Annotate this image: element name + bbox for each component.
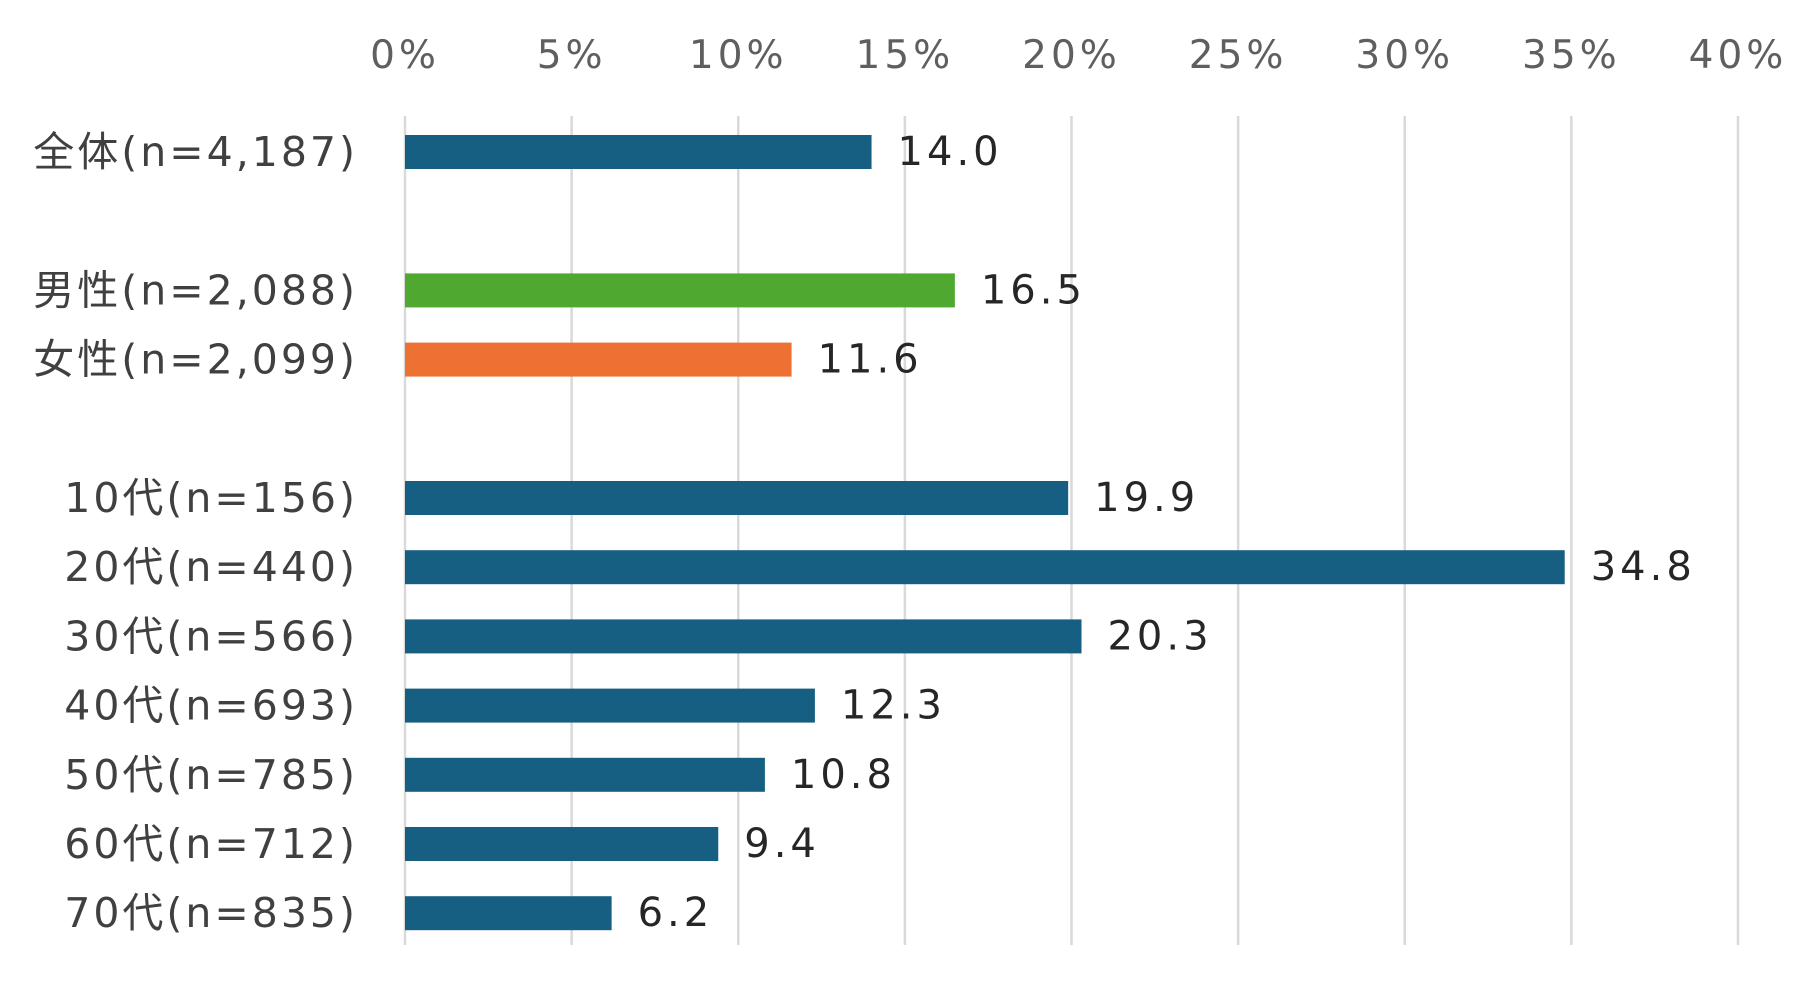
bars (405, 135, 1565, 931)
bar (405, 827, 719, 861)
bar (405, 757, 765, 792)
bar (405, 619, 1082, 654)
data-label: 16.5 (981, 267, 1086, 313)
data-label: 10.8 (791, 752, 896, 798)
data-label: 20.3 (1107, 613, 1212, 659)
category-label: 50代(n=785) (64, 751, 358, 799)
category-label: 全体(n=4,187) (33, 128, 358, 176)
gridlines (403, 116, 1740, 945)
x-tick-label: 5% (537, 33, 607, 78)
category-label: 70代(n=835) (64, 889, 358, 937)
category-label: 30代(n=566) (64, 612, 358, 660)
x-tick-label: 30% (1355, 33, 1454, 78)
bar (405, 135, 872, 169)
x-tick-label: 20% (1022, 33, 1121, 78)
bar (405, 550, 1565, 585)
data-label: 34.8 (1591, 544, 1696, 590)
data-label: 12.3 (841, 683, 946, 729)
x-tick-label: 0% (370, 33, 440, 78)
x-tick-label: 40% (1689, 33, 1788, 78)
x-axis-tick-labels: 0% 5% 10% 15% 20% 25% 30% 35% 40% (370, 33, 1788, 78)
category-label: 60代(n=712) (64, 820, 358, 868)
x-tick-label: 35% (1522, 33, 1621, 78)
x-tick-label: 15% (856, 33, 955, 78)
bar (405, 688, 815, 723)
data-label: 9.4 (744, 821, 820, 867)
data-label: 14.0 (898, 129, 1003, 175)
bar (405, 896, 612, 931)
x-tick-label: 10% (689, 33, 788, 78)
category-labels: 全体(n=4,187) 男性(n=2,088) 女性(n=2,099) 10代(n=1… (33, 128, 358, 937)
data-label: 19.9 (1094, 475, 1199, 521)
bar (405, 481, 1069, 515)
x-tick-label: 25% (1189, 33, 1288, 78)
data-label: 11.6 (818, 337, 923, 383)
bar (405, 342, 792, 377)
category-label: 10代(n=156) (64, 474, 358, 522)
category-label: 20代(n=440) (64, 543, 358, 591)
bar (405, 273, 955, 308)
data-label: 6.2 (638, 890, 714, 936)
category-label: 女性(n=2,099) (33, 336, 358, 384)
data-labels: 14.0 16.5 11.6 19.9 34.8 20.3 12.3 10.8 9.4 6.2 (638, 129, 1696, 936)
category-label: 40代(n=693) (64, 682, 358, 730)
category-label: 男性(n=2,088) (33, 266, 358, 314)
